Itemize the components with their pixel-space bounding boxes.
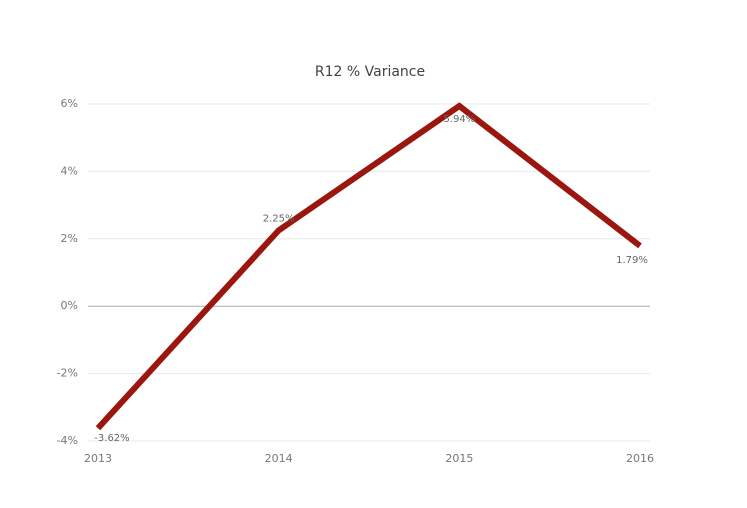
y-tick-label: -2% — [57, 367, 78, 380]
y-tick-label: 2% — [61, 232, 78, 245]
x-tick-label: 2013 — [84, 452, 112, 465]
data-label: 2.25% — [263, 213, 295, 224]
y-tick-label: 6% — [61, 97, 78, 110]
data-label: 1.79% — [616, 255, 648, 266]
y-tick-label: 0% — [61, 299, 78, 312]
x-tick-label: 2015 — [445, 452, 473, 465]
y-tick-label: 4% — [61, 164, 78, 177]
y-tick-label: -4% — [57, 434, 78, 447]
data-label: -3.62% — [94, 433, 129, 444]
x-tick-label: 2016 — [626, 452, 654, 465]
x-tick-label: 2014 — [265, 452, 293, 465]
data-label: 5.94% — [443, 114, 475, 125]
line-series — [95, 102, 642, 431]
chart-title: R12 % Variance — [315, 64, 425, 80]
